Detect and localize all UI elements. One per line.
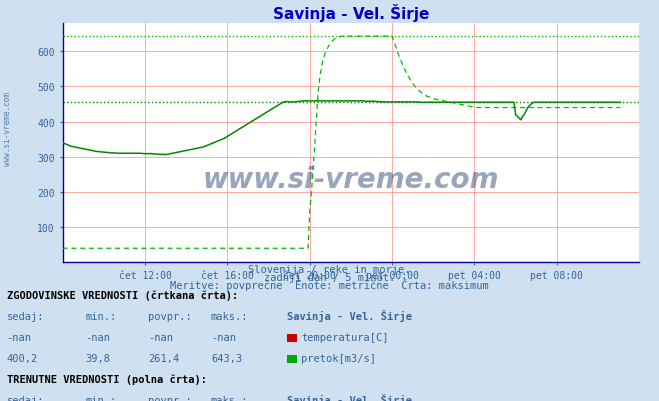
Text: sedaj:: sedaj: (7, 395, 44, 401)
Text: -nan: -nan (86, 332, 111, 342)
Text: -nan: -nan (7, 332, 32, 342)
Text: povpr.:: povpr.: (148, 395, 192, 401)
Text: 643,3: 643,3 (211, 353, 242, 363)
Text: sedaj:: sedaj: (7, 312, 44, 322)
Text: Meritve: povprečne  Enote: metrične  Črta: maksimum: Meritve: povprečne Enote: metrične Črta:… (170, 278, 489, 290)
Title: Savinja - Vel. Širje: Savinja - Vel. Širje (273, 4, 429, 22)
Text: Savinja - Vel. Širje: Savinja - Vel. Širje (287, 393, 412, 401)
Text: maks.:: maks.: (211, 395, 248, 401)
Text: maks.:: maks.: (211, 312, 248, 322)
Text: 39,8: 39,8 (86, 353, 111, 363)
Text: pretok[m3/s]: pretok[m3/s] (301, 353, 376, 363)
Text: 400,2: 400,2 (7, 353, 38, 363)
Text: -nan: -nan (211, 332, 236, 342)
Text: www.si-vreme.com: www.si-vreme.com (3, 91, 13, 165)
Text: Slovenija / reke in morje.: Slovenija / reke in morje. (248, 264, 411, 274)
Text: 261,4: 261,4 (148, 353, 179, 363)
Text: min.:: min.: (86, 312, 117, 322)
Text: zadnji dan / 5 minut.: zadnji dan / 5 minut. (264, 272, 395, 282)
Text: min.:: min.: (86, 395, 117, 401)
Text: povpr.:: povpr.: (148, 312, 192, 322)
Text: Savinja - Vel. Širje: Savinja - Vel. Širje (287, 310, 412, 322)
Text: TRENUTNE VREDNOSTI (polna črta):: TRENUTNE VREDNOSTI (polna črta): (7, 374, 206, 384)
Text: temperatura[C]: temperatura[C] (301, 332, 389, 342)
Text: www.si-vreme.com: www.si-vreme.com (203, 165, 499, 193)
Text: -nan: -nan (148, 332, 173, 342)
Text: ZGODOVINSKE VREDNOSTI (črtkana črta):: ZGODOVINSKE VREDNOSTI (črtkana črta): (7, 290, 238, 301)
